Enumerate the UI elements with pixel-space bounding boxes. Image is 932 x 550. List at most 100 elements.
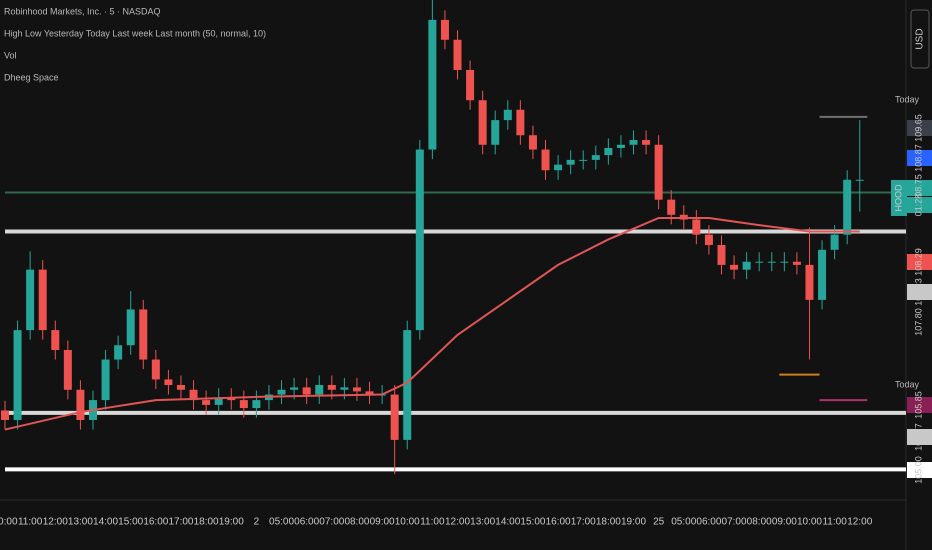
candle-body bbox=[26, 269, 35, 331]
candle-body bbox=[818, 249, 827, 300]
candle-body bbox=[290, 387, 299, 390]
candle-body bbox=[252, 400, 261, 409]
candle-body bbox=[579, 159, 588, 161]
price-tag-bg bbox=[907, 120, 932, 136]
legend-line: Robinhood Markets, Inc. · 5 · NASDAQ bbox=[4, 6, 161, 16]
x-tick-label: 11:00 bbox=[420, 517, 445, 528]
candle-body bbox=[114, 345, 123, 360]
candle-body bbox=[466, 70, 475, 101]
x-tick-label: 19:00 bbox=[621, 517, 646, 528]
price-tag: 108.23 bbox=[913, 278, 923, 306]
x-tick-label: 07:00 bbox=[319, 517, 344, 528]
x-tick-label: 17:00 bbox=[571, 517, 596, 528]
legend-line: High Low Yesterday Today Last week Last … bbox=[4, 28, 266, 38]
annotation: Today bbox=[895, 379, 920, 389]
candle-body bbox=[717, 245, 726, 265]
candle-body bbox=[453, 39, 462, 70]
candle-body bbox=[855, 179, 864, 181]
x-tick-label: 09:00 bbox=[370, 517, 395, 528]
x-tick-label: 2 bbox=[254, 517, 260, 528]
candle-body bbox=[202, 400, 211, 405]
candle-body bbox=[491, 120, 500, 145]
candle-body bbox=[340, 387, 349, 390]
candle-body bbox=[164, 379, 173, 385]
candle-body bbox=[692, 219, 701, 235]
candle-body bbox=[654, 144, 663, 200]
x-tick-label: 08:00 bbox=[747, 517, 772, 528]
candle-body bbox=[403, 330, 412, 440]
x-tick-label: 14:00 bbox=[495, 517, 520, 528]
candle-body bbox=[327, 385, 336, 390]
currency-box[interactable] bbox=[910, 9, 930, 69]
x-tick-label: 07:00 bbox=[722, 517, 747, 528]
price-tag: 105.77 bbox=[913, 423, 923, 451]
candle-body bbox=[352, 387, 361, 392]
candle-body bbox=[101, 359, 110, 401]
price-tag-bg bbox=[907, 180, 932, 196]
candle-body bbox=[13, 330, 22, 420]
price-tag-bg bbox=[907, 462, 932, 478]
annotation: Today bbox=[895, 94, 920, 104]
candle-body bbox=[730, 264, 739, 270]
price-tag-bg bbox=[907, 314, 932, 330]
moving-average bbox=[4, 216, 860, 431]
candle-body bbox=[830, 234, 839, 250]
candle-body bbox=[755, 261, 764, 263]
x-tick-label: 10:00 bbox=[0, 517, 18, 528]
x-tick-label: 19:00 bbox=[219, 517, 244, 528]
candle-body bbox=[591, 155, 600, 160]
x-tick-label: 18:00 bbox=[596, 517, 621, 528]
price-tag: 01:28 bbox=[913, 194, 923, 217]
symbol-tag-bg bbox=[891, 180, 907, 216]
candle-body bbox=[365, 391, 374, 395]
price-tag-bg bbox=[907, 429, 932, 445]
x-tick-label: 25 bbox=[653, 517, 665, 528]
currency: USD bbox=[915, 28, 926, 49]
candle-body bbox=[767, 261, 776, 263]
candle-body bbox=[76, 389, 85, 420]
candle-body bbox=[189, 389, 198, 401]
candle-body bbox=[315, 385, 324, 395]
candle-body bbox=[843, 179, 852, 235]
price-tag: 105.85 bbox=[913, 391, 923, 419]
candle-body bbox=[516, 109, 525, 136]
price-tag: 108.29 bbox=[913, 248, 923, 276]
candle-body bbox=[176, 385, 185, 390]
x-tick-label: 11:00 bbox=[822, 517, 847, 528]
candle-body bbox=[38, 269, 47, 331]
x-tick-label: 12:00 bbox=[847, 517, 872, 528]
price-tag: 105.00 bbox=[913, 456, 923, 484]
price-tag-bg bbox=[907, 284, 932, 300]
candle-body bbox=[742, 261, 751, 270]
candle-body bbox=[629, 140, 638, 145]
price-tag: 108.75 bbox=[913, 174, 923, 202]
candle-body bbox=[277, 389, 286, 395]
symbol-tag: HOOD bbox=[893, 184, 903, 212]
candle-body bbox=[151, 359, 160, 380]
x-tick-label: 14:00 bbox=[93, 517, 118, 528]
candle-body bbox=[302, 387, 311, 395]
legend-line: Vol bbox=[4, 50, 17, 60]
x-tick-label: 15:00 bbox=[118, 517, 143, 528]
x-tick-label: 16:00 bbox=[143, 517, 168, 528]
candle-body bbox=[390, 394, 399, 440]
candle-body bbox=[126, 309, 135, 346]
x-tick-label: 08:00 bbox=[344, 517, 369, 528]
price-tag: 108.87 bbox=[913, 144, 923, 172]
candle-body bbox=[604, 147, 613, 156]
candle-body bbox=[139, 309, 148, 360]
candle-body bbox=[792, 261, 801, 265]
x-tick-label: 17:00 bbox=[168, 517, 193, 528]
price-tag-bg bbox=[907, 197, 932, 213]
candle-body bbox=[214, 397, 223, 405]
candle-body bbox=[541, 149, 550, 171]
candle-body bbox=[642, 140, 651, 145]
x-tick-label: 09:00 bbox=[772, 517, 797, 528]
x-tick-label: 18:00 bbox=[194, 517, 219, 528]
legend-line: Dheeg Space bbox=[4, 72, 59, 82]
x-tick-label: 11:00 bbox=[18, 517, 43, 528]
candle-body bbox=[805, 264, 814, 300]
